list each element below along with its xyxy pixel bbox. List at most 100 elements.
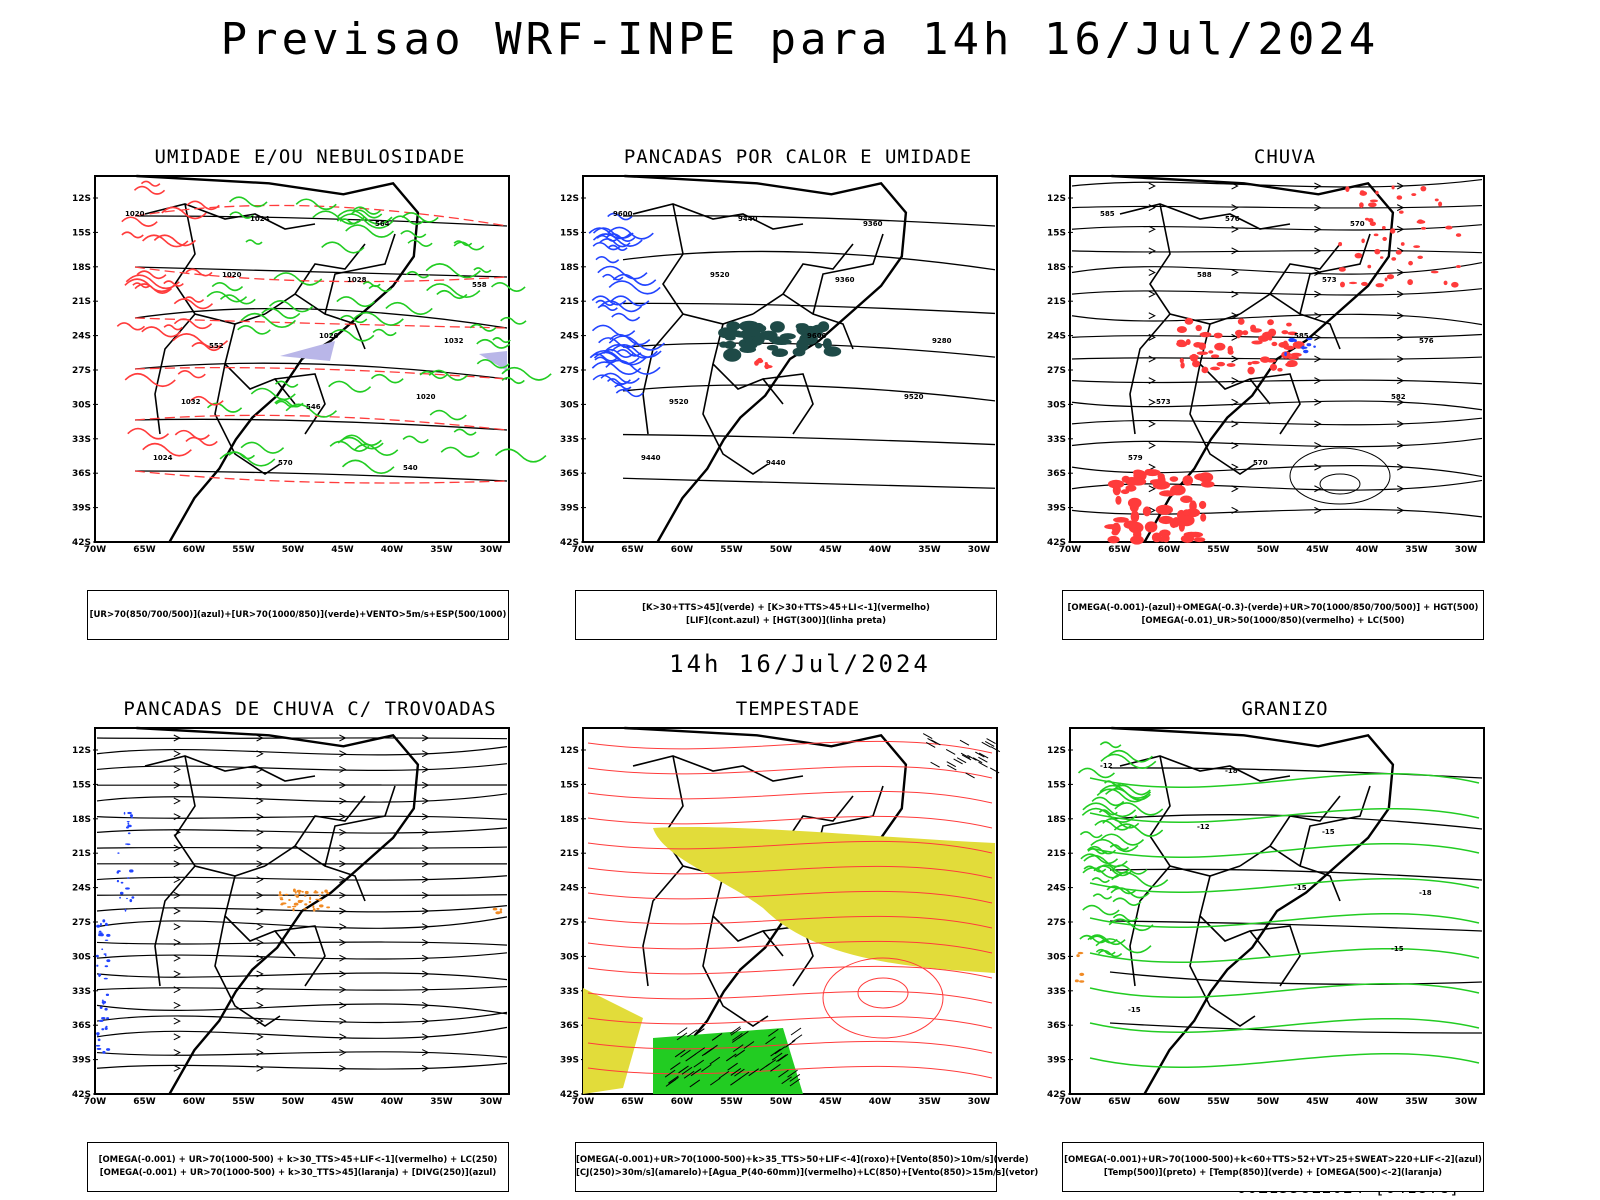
shaded-cell [102,1050,106,1054]
shaded-area [492,907,503,915]
contour-line [622,302,996,315]
shaded-cell [103,953,107,955]
shaded-cell [1079,980,1085,983]
shaded-cell [1216,361,1226,367]
country-border [294,845,366,902]
contour-label: 1032 [181,398,201,406]
jet-stream-area [653,826,995,973]
shaded-cell [1417,255,1423,259]
country-border [1199,875,1271,957]
moisture-contour [1091,877,1110,884]
contour-lines [134,215,508,482]
contour-label: -15 [1322,828,1335,836]
shaded-cell [288,898,291,901]
shaded-cell [1214,342,1226,351]
country-border [762,925,814,987]
lon-tick-label: 30W [968,1097,991,1107]
shaded-cell [1076,954,1080,958]
contour-line [134,418,508,431]
shaded-cell [127,824,132,828]
contour-line [134,215,508,227]
streamline [96,1062,508,1070]
country-border [1249,925,1301,987]
moisture-contour [341,434,382,446]
streamline [1071,400,1483,411]
flow-arrow [1314,333,1322,341]
shaded-cell [1277,367,1283,372]
moisture-contour [428,369,468,381]
flow-arrow [1231,463,1239,471]
wind-vector [759,1063,771,1072]
moisture-contour [336,296,376,308]
moisture-contour [1090,838,1139,853]
flow-arrow [421,813,430,821]
shaded-cell [96,1032,100,1036]
flow-arrow [339,813,347,821]
moisture-contour [1112,897,1142,907]
streamline [587,790,993,804]
lon-tick-label: 35W [1405,545,1428,555]
wind-vector [771,1052,783,1061]
flow-arrow [1148,247,1156,255]
shaded-cell [1287,331,1298,336]
moisture-contour [1082,802,1137,818]
streamline [587,965,993,979]
contour-label: 576 [1419,337,1434,345]
shaded-area [278,888,331,912]
shaded-cell [1361,238,1365,244]
country-border [274,925,326,987]
moisture-contour [1080,853,1119,865]
shaded-cell [1345,186,1350,192]
flow-arrow [173,828,181,836]
moisture-contour [1097,949,1123,958]
contour-label: 9520 [904,393,924,401]
shaded-cell [312,905,315,909]
wind-vector [694,1028,705,1037]
moisture-contour [273,272,323,286]
streamline [587,765,993,779]
country-border [762,373,814,435]
shaded-cell [1237,318,1245,325]
lon-tick-label: 65W [1108,545,1131,555]
shaded-area [1104,468,1215,545]
shaded-cell [98,973,102,977]
contour-lines [622,215,996,489]
shaded-cell [1290,352,1302,357]
wind-vector [965,772,975,779]
legend-line: [Temp(500)](preto) + [Temp(850)](verde) … [1103,1168,1443,1178]
flow-arrow [339,939,347,946]
flow-arrow [1396,269,1405,276]
shaded-cell [1438,201,1443,207]
lat-tick-label: 12S [1047,746,1066,756]
flow-arrow [1314,247,1322,255]
lat-tick-label: 21S [72,297,91,307]
map-geography [1111,726,1395,1095]
lat-tick-label: 12S [72,746,91,756]
panel-title: GRANIZO [1241,698,1329,720]
wind-vector [693,1059,705,1068]
shaded-cell [1288,337,1296,343]
moisture-contour [602,348,635,358]
moisture-contour [337,436,384,450]
lon-tick-label: 30W [1455,545,1478,555]
lon-tick-label: 70W [84,545,107,555]
shaded-cell [1193,341,1203,348]
moisture-contour [597,265,648,280]
flow-arrow [421,1017,430,1025]
coastline [136,726,420,1095]
country-border [174,755,266,877]
contour-line [622,433,996,446]
moisture-contour [453,241,485,251]
contour-label: 585 [1100,210,1115,218]
moisture-contour [440,446,480,458]
shaded-cell [324,889,328,893]
lat-tick-label: 21S [1047,849,1066,859]
moisture-contour [605,233,636,242]
streamline [96,737,508,740]
moisture-contour [133,185,166,195]
lon-tick-label: 50W [1257,1097,1280,1107]
country-border [1189,363,1256,475]
country-border [224,875,296,957]
shaded-cell [1115,495,1122,505]
